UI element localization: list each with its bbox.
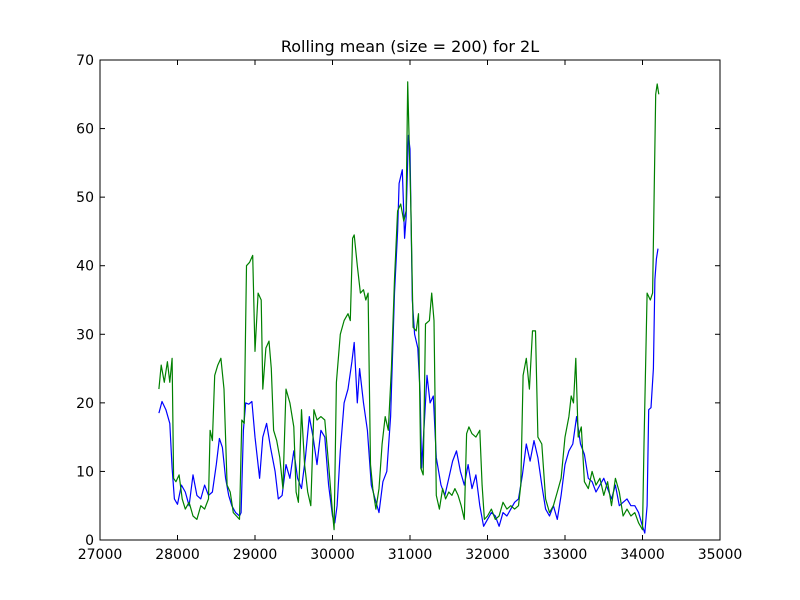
x-tick-label: 32000	[465, 547, 510, 563]
x-tick-label: 27000	[78, 547, 123, 563]
x-axis: 27000 28000 29000 30000 31000 32000 33000 34000…	[78, 60, 743, 563]
y-tick-label: 70	[76, 53, 94, 69]
y-tick-label: 20	[76, 396, 94, 412]
x-tick-label: 28000	[155, 547, 200, 563]
y-tick-label: 0	[85, 533, 94, 549]
x-tick-label: 35000	[698, 547, 743, 563]
x-tick-label: 30000	[310, 547, 355, 563]
y-tick-label: 40	[76, 259, 94, 275]
y-tick-label: 60	[76, 122, 94, 138]
x-tick-label: 29000	[233, 547, 278, 563]
x-tick-label: 31000	[388, 547, 433, 563]
chart-title: Rolling mean (size = 200) for 2L	[281, 37, 539, 56]
series-line-2	[158, 81, 660, 531]
x-tick-label: 34000	[620, 547, 665, 563]
x-tick-label: 33000	[543, 547, 588, 563]
y-tick-label: 50	[76, 190, 94, 206]
y-axis: 0 10 20 30 40 50 60 70	[76, 53, 720, 549]
series-layer	[158, 81, 660, 534]
y-tick-label: 10	[76, 464, 94, 480]
y-tick-label: 30	[76, 327, 94, 343]
